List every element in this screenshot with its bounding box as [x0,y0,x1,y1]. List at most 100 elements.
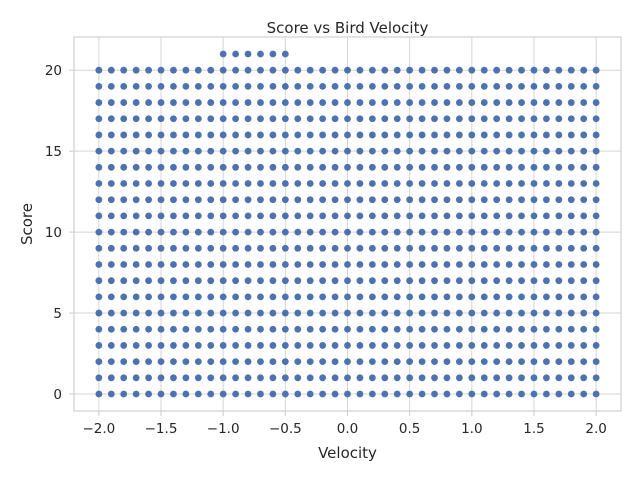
data-point [319,180,326,187]
data-point [568,213,575,220]
data-point [158,326,165,333]
data-point [108,132,115,139]
data-point [232,229,239,236]
data-point [220,293,227,300]
data-point [133,229,140,236]
data-point [307,99,314,106]
data-point [481,99,488,106]
data-point [406,132,413,139]
data-point [543,67,550,74]
data-point [195,83,202,90]
data-point [394,196,401,203]
data-point [108,310,115,317]
data-point [182,115,189,122]
data-point [182,261,189,268]
data-point [493,148,500,155]
data-point [468,83,475,90]
data-point [369,67,376,74]
data-point [133,132,140,139]
data-point [555,310,562,317]
data-point [456,180,463,187]
data-point [120,245,127,252]
data-point [170,164,177,171]
data-point [108,293,115,300]
x-axis-label: Velocity [318,444,377,462]
data-point [394,99,401,106]
data-point [245,164,252,171]
data-point [444,132,451,139]
data-point [555,245,562,252]
data-point [332,326,339,333]
data-point [493,310,500,317]
data-point [518,83,525,90]
data-point [220,261,227,268]
data-point [518,213,525,220]
data-point [108,245,115,252]
data-point [357,310,364,317]
data-point [468,245,475,252]
data-point [108,229,115,236]
data-point [207,229,214,236]
data-point [257,293,264,300]
data-point [319,374,326,381]
data-point [257,342,264,349]
data-point [319,115,326,122]
data-point [195,99,202,106]
data-point [245,261,252,268]
x-tick-labels: −2.0 −1.5 −1.0 −0.5 0.0 0.5 1.0 1.5 2.0 [82,421,606,437]
data-point [419,310,426,317]
data-point [531,115,538,122]
data-point [108,196,115,203]
data-point [108,83,115,90]
data-point [307,132,314,139]
data-point [270,132,277,139]
data-point [170,115,177,122]
data-point [456,99,463,106]
data-point [593,358,600,365]
data-point [245,51,252,58]
data-point [133,164,140,171]
data-point [95,164,102,171]
data-point [518,261,525,268]
data-point [282,277,289,284]
data-point [95,115,102,122]
data-point [182,391,189,398]
data-point [282,326,289,333]
data-point [580,180,587,187]
data-point [555,293,562,300]
data-point [270,83,277,90]
data-point [108,115,115,122]
data-point [307,261,314,268]
data-point [518,358,525,365]
data-point [568,148,575,155]
data-point [381,67,388,74]
data-point [207,261,214,268]
data-point [593,196,600,203]
data-point [381,148,388,155]
data-point [332,245,339,252]
data-point [207,148,214,155]
data-point [394,180,401,187]
data-point [406,148,413,155]
data-point [120,148,127,155]
data-point [593,99,600,106]
data-point [406,196,413,203]
data-point [245,213,252,220]
data-point [406,245,413,252]
data-point [182,196,189,203]
data-point [357,213,364,220]
data-point [344,310,351,317]
data-point [195,261,202,268]
data-point [444,293,451,300]
data-point [170,148,177,155]
data-point [282,245,289,252]
data-point [481,180,488,187]
data-point [456,213,463,220]
data-point [543,261,550,268]
data-point [182,342,189,349]
data-point [468,180,475,187]
data-point [543,245,550,252]
data-point [108,99,115,106]
data-point [419,67,426,74]
